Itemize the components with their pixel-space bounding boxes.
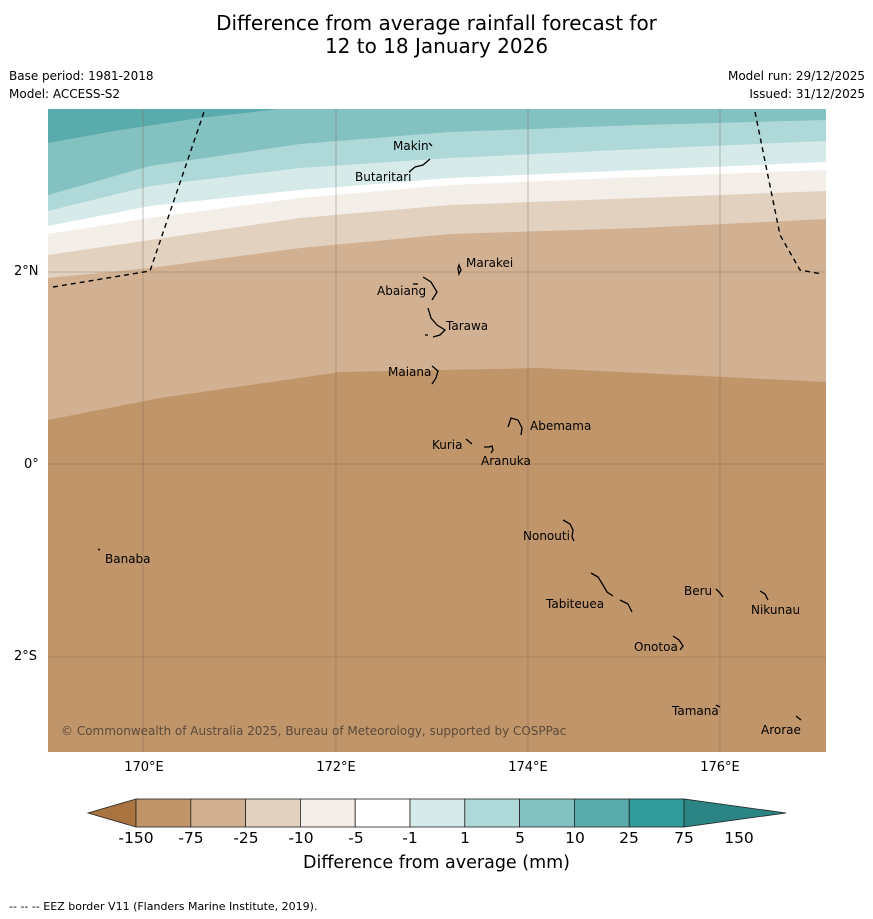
eez-borders bbox=[52, 108, 823, 288]
abemama-island bbox=[507, 417, 523, 436]
butaritari-island bbox=[408, 158, 431, 173]
colorbar-extend-low bbox=[86, 798, 137, 828]
lon-label-172e: 172°E bbox=[316, 760, 356, 775]
colorbar-label: 10 bbox=[565, 829, 585, 847]
colorbar-label: -10 bbox=[288, 829, 314, 847]
lon-label-170e: 170°E bbox=[124, 760, 164, 775]
place-tamana: Tamana bbox=[672, 704, 719, 718]
nonouti-island bbox=[562, 519, 575, 542]
meta-right: Model run: 29/12/2025 Issued: 31/12/2025 bbox=[728, 67, 865, 103]
banaba-island bbox=[97, 548, 101, 551]
colorbar-segment bbox=[190, 798, 247, 828]
tabiteuea-island bbox=[590, 572, 614, 597]
place-tarawa: Tarawa bbox=[446, 319, 489, 333]
colorbar-title: Difference from average (mm) bbox=[302, 853, 571, 873]
colorbar-label: -5 bbox=[348, 829, 364, 847]
colorbar-segment bbox=[354, 798, 411, 828]
issued-date: Issued: 31/12/2025 bbox=[749, 87, 865, 101]
colorbar-label: -150 bbox=[118, 829, 154, 847]
beru-island bbox=[715, 588, 724, 598]
colorbar-segment bbox=[299, 798, 356, 828]
band-wet-moderate bbox=[48, 109, 826, 195]
colorbar-extend-high bbox=[683, 798, 787, 828]
place-onotoa: Onotoa bbox=[634, 640, 678, 654]
base-period: Base period: 1981-2018 bbox=[9, 69, 154, 83]
place-marakei: Marakei bbox=[466, 256, 514, 270]
maiana-island bbox=[431, 365, 439, 385]
place-tabiteuea: Tabiteuea bbox=[546, 597, 605, 611]
abaiang-island bbox=[422, 276, 438, 301]
place-aranuka: Aranuka bbox=[481, 454, 531, 468]
eez-footnote: -- -- -- EEZ border V11 (Flanders Marine… bbox=[9, 900, 318, 913]
island-outlines bbox=[97, 142, 802, 721]
rainfall-bands bbox=[48, 109, 826, 752]
tarawa-island bbox=[427, 307, 447, 338]
colorbar-segment bbox=[628, 798, 685, 828]
place-abaiang: Abaiang bbox=[377, 284, 427, 298]
lat-label-equator: 0° bbox=[24, 457, 39, 472]
place-nonouti: Nonouti bbox=[523, 529, 570, 543]
place-butaritari: Butaritari bbox=[355, 170, 412, 184]
colorbar-label: 5 bbox=[515, 829, 525, 847]
place-maiana: Maiana bbox=[388, 365, 432, 379]
colorbar-label: 75 bbox=[674, 829, 694, 847]
colorbar-segment bbox=[245, 798, 301, 828]
meta-left: Base period: 1981-2018 Model: ACCESS-S2 bbox=[9, 67, 154, 103]
aranuka-island bbox=[484, 445, 494, 454]
colorbar-label: -1 bbox=[402, 829, 418, 847]
colorbar-segment bbox=[135, 798, 192, 828]
place-banaba: Banaba bbox=[105, 552, 151, 566]
place-beru: Beru bbox=[684, 584, 713, 598]
colorbar-label: -75 bbox=[178, 829, 204, 847]
place-arorae: Arorae bbox=[761, 723, 801, 737]
colorbar-segment bbox=[409, 798, 466, 828]
marakei-island bbox=[457, 263, 462, 277]
nikunau-island bbox=[759, 590, 769, 601]
kuria-island bbox=[465, 438, 473, 445]
arorae-island bbox=[795, 715, 802, 721]
chart-title: Difference from average rainfall forecas… bbox=[0, 12, 873, 58]
tamana-island bbox=[715, 704, 721, 708]
colorbar-segment bbox=[519, 798, 575, 828]
lat-label-2s: 2°S bbox=[14, 649, 38, 664]
colorbar bbox=[86, 798, 787, 828]
model-run: Model run: 29/12/2025 bbox=[727, 69, 865, 83]
colorbar-label: 1 bbox=[460, 829, 470, 847]
copyright-credit: © Commonwealth of Australia 2025, Bureau… bbox=[61, 724, 567, 738]
gridlines bbox=[48, 109, 826, 752]
lon-label-174e: 174°E bbox=[508, 760, 548, 775]
colorbar-label: 150 bbox=[724, 829, 754, 847]
makin-island bbox=[428, 142, 433, 147]
place-nikunau: Nikunau bbox=[751, 603, 801, 617]
onotoa-island bbox=[672, 635, 684, 651]
band-wet-strong bbox=[48, 109, 280, 143]
colorbar-label: 25 bbox=[619, 829, 639, 847]
colorbar-label: -25 bbox=[233, 829, 259, 847]
lon-label-176e: 176°E bbox=[700, 760, 740, 775]
tabiteuea-south bbox=[619, 599, 633, 613]
lat-label-2n: 2°N bbox=[14, 264, 39, 279]
title-line-2: 12 to 18 January 2026 bbox=[324, 34, 549, 58]
colorbar-segment bbox=[464, 798, 520, 828]
place-kuria: Kuria bbox=[432, 438, 463, 452]
title-line-1: Difference from average rainfall forecas… bbox=[216, 11, 657, 35]
model-name: Model: ACCESS-S2 bbox=[9, 87, 121, 101]
place-makin: Makin bbox=[393, 139, 429, 153]
place-abemama: Abemama bbox=[530, 419, 592, 433]
colorbar-segment bbox=[574, 798, 630, 828]
eez-border-east bbox=[754, 111, 823, 275]
